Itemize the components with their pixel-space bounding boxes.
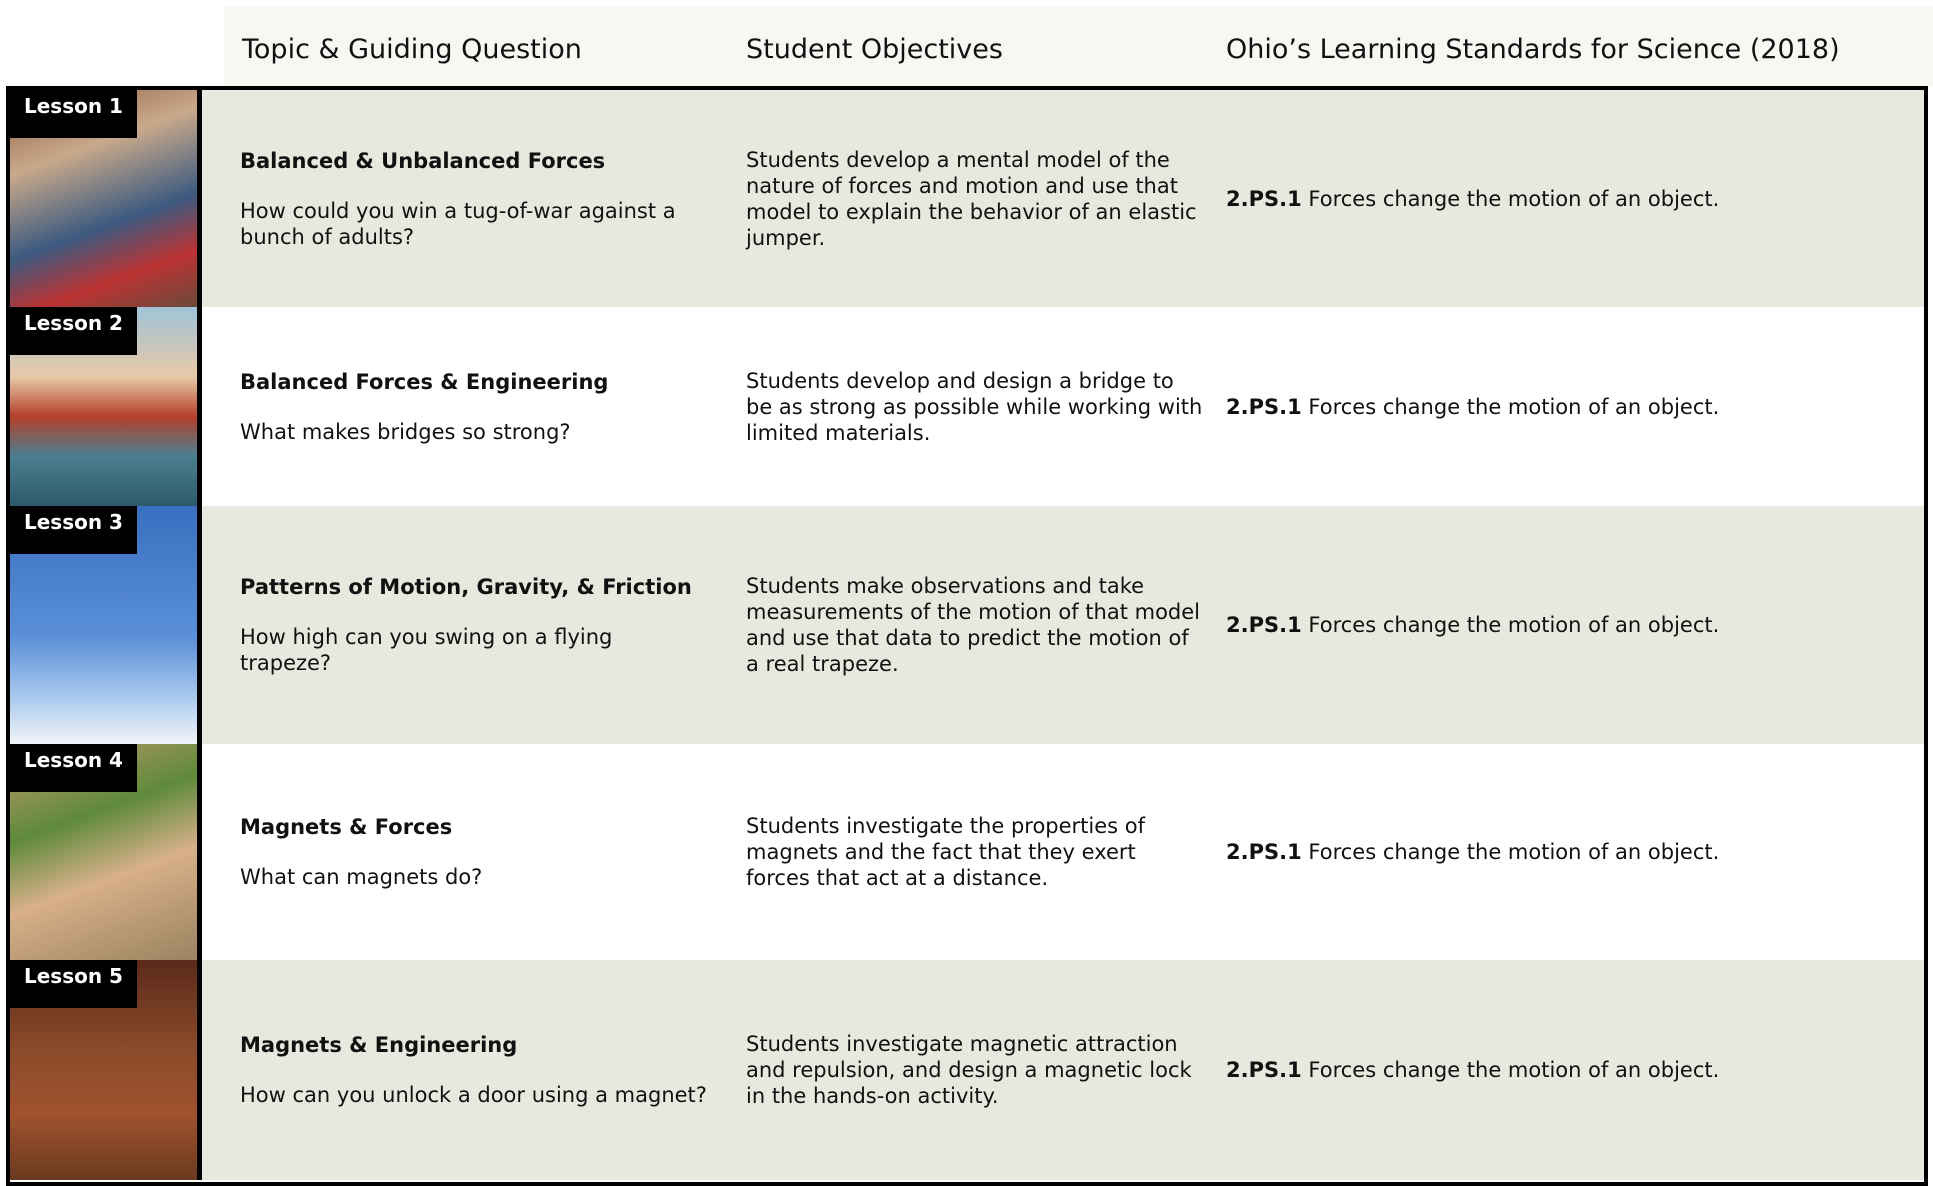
guiding-question: What makes bridges so strong? xyxy=(240,419,571,444)
objective: Students investigate the properties of m… xyxy=(746,814,1146,890)
lesson-label: Lesson 3 xyxy=(10,506,137,554)
objective: Students investigate magnetic attraction… xyxy=(746,1032,1192,1108)
table-row: Lesson 1 Balanced & Unbalanced Forces How … xyxy=(10,90,1924,307)
lesson-image: Lesson 4 xyxy=(10,744,202,960)
guiding-question: How high can you swing on a flying trape… xyxy=(240,625,613,675)
header-cell: Topic & Guiding Question xyxy=(242,34,582,65)
objective: Students develop and design a bridge to … xyxy=(746,368,1203,445)
topic-title: Magnets & Forces xyxy=(240,815,453,839)
lesson-label: Lesson 5 xyxy=(10,960,137,1008)
standard-code: 2.PS.1 xyxy=(1226,394,1302,419)
topic-cell: Balanced & Unbalanced Forces How could yo… xyxy=(240,148,710,250)
lesson-image: Lesson 5 xyxy=(10,960,202,1180)
header-cell: Ohio’s Learning Standards for Science (2… xyxy=(1226,34,1840,65)
standard-text: Forces change the motion of an object. xyxy=(1308,1058,1720,1082)
topic-title: Patterns of Motion, Gravity, & Friction xyxy=(240,575,692,599)
standard-code: 2.PS.1 xyxy=(1226,613,1302,637)
topic-title: Balanced & Unbalanced Forces xyxy=(240,148,606,173)
standard-cell: 2.PS.1 Forces change the motion of an ob… xyxy=(1226,1057,1916,1083)
table-header: Topic & Guiding Question Student Objecti… xyxy=(224,6,1933,86)
topic-title: Balanced Forces & Engineering xyxy=(240,369,609,394)
table-row: Lesson 4 Magnets & Forces What can magnets… xyxy=(10,744,1924,960)
standard-text: Forces change the motion of an object. xyxy=(1308,613,1720,637)
topic-cell: Patterns of Motion, Gravity, & Friction H… xyxy=(240,574,710,676)
topic-cell: Magnets & Forces What can magnets do? xyxy=(240,814,710,890)
header-cell: Student Objectives xyxy=(746,34,1003,65)
standard-text: Forces change the motion of an object. xyxy=(1308,186,1720,211)
lesson-image: Lesson 2 xyxy=(10,307,202,506)
guiding-question: How can you unlock a door using a magnet… xyxy=(240,1083,707,1107)
objective: Students develop a mental model of the n… xyxy=(746,147,1197,250)
table-row: Lesson 2 Balanced Forces & Engineering Wha… xyxy=(10,307,1924,506)
standard-cell: 2.PS.1 Forces change the motion of an ob… xyxy=(1226,186,1916,212)
topic-title: Magnets & Engineering xyxy=(240,1033,518,1057)
standard-code: 2.PS.1 xyxy=(1226,840,1302,864)
lesson-image: Lesson 3 xyxy=(10,506,202,744)
table-body: Lesson 1 Balanced & Unbalanced Forces How … xyxy=(6,86,1928,1186)
table-row: Lesson 3 Patterns of Motion, Gravity, & F… xyxy=(10,506,1924,744)
standard-text: Forces change the motion of an object. xyxy=(1308,840,1720,864)
topic-cell: Balanced Forces & Engineering What makes … xyxy=(240,369,710,445)
lesson-label: Lesson 2 xyxy=(10,307,137,355)
objective: Students make observations and take meas… xyxy=(746,574,1201,676)
table-row: Lesson 5 Magnets & Engineering How can you… xyxy=(10,960,1924,1180)
guiding-question: What can magnets do? xyxy=(240,865,483,889)
standard-cell: 2.PS.1 Forces change the motion of an ob… xyxy=(1226,839,1916,865)
lesson-image: Lesson 1 xyxy=(10,90,202,307)
lesson-label: Lesson 4 xyxy=(10,744,137,792)
standard-cell: 2.PS.1 Forces change the motion of an ob… xyxy=(1226,612,1916,638)
standard-code: 2.PS.1 xyxy=(1226,1058,1302,1082)
standard-cell: 2.PS.1 Forces change the motion of an ob… xyxy=(1226,394,1916,420)
lesson-label: Lesson 1 xyxy=(10,90,137,138)
guiding-question: How could you win a tug-of-war against a… xyxy=(240,198,676,249)
topic-cell: Magnets & Engineering How can you unlock … xyxy=(240,1032,710,1108)
standard-text: Forces change the motion of an object. xyxy=(1308,394,1720,419)
standard-code: 2.PS.1 xyxy=(1226,186,1302,211)
